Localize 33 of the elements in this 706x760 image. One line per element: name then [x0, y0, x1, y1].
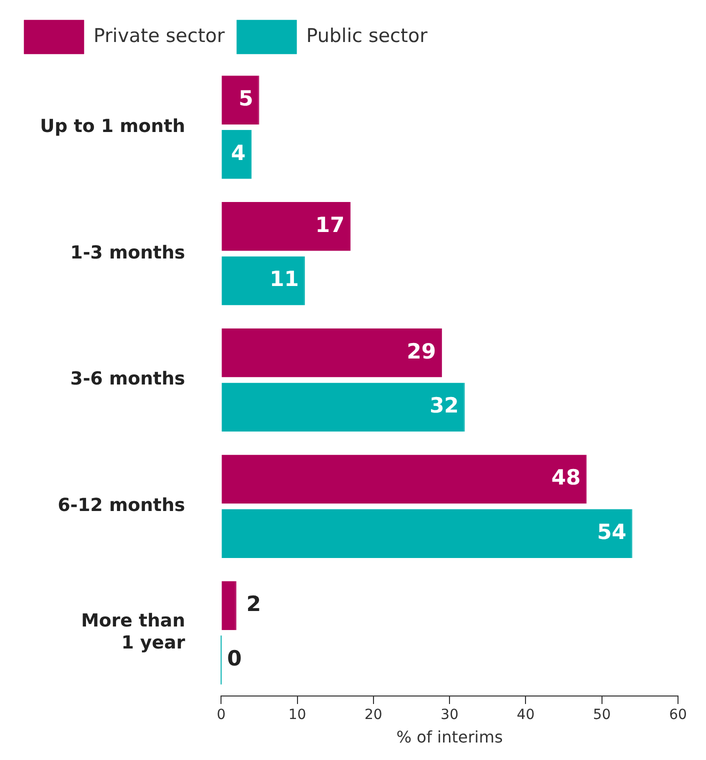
data-label: 4: [230, 140, 246, 165]
x-tick-label: 30: [440, 707, 458, 724]
y-tick-label: Up to 1 month: [40, 116, 186, 137]
bar: [222, 202, 351, 251]
data-label: 0: [227, 646, 242, 670]
x-tick-label: 20: [364, 707, 382, 724]
y-tick-label: 3-6 months: [70, 368, 186, 390]
y-tick-label: 1-3 months: [70, 242, 186, 264]
data-label: 29: [406, 339, 436, 364]
x-axis-title: % of interims: [396, 728, 503, 747]
x-tick-label: 10: [288, 707, 306, 724]
bar: [222, 454, 587, 504]
data-label: 48: [551, 466, 581, 490]
bar: [222, 581, 236, 630]
x-tick-label: 50: [592, 707, 611, 724]
legend-label: Private sector: [94, 24, 225, 47]
y-tick-label: More than 1 year: [81, 610, 186, 654]
bar: [222, 76, 260, 124]
bar: [222, 509, 632, 558]
x-tick-label: 60: [669, 707, 687, 724]
bar: [222, 382, 465, 432]
bar: [222, 328, 442, 378]
bar: [222, 256, 305, 306]
data-label: 2: [246, 592, 262, 616]
x-tick-label: 0: [216, 707, 226, 724]
data-label: 54: [597, 520, 626, 544]
legend-label: Public sector: [306, 24, 428, 47]
x-tick-label: 40: [516, 707, 535, 724]
data-label: 32: [430, 394, 459, 418]
y-tick-label: 6-12 months: [58, 495, 186, 516]
data-label: 5: [238, 86, 254, 110]
data-label: 17: [315, 212, 345, 237]
data-label: 11: [270, 267, 299, 292]
